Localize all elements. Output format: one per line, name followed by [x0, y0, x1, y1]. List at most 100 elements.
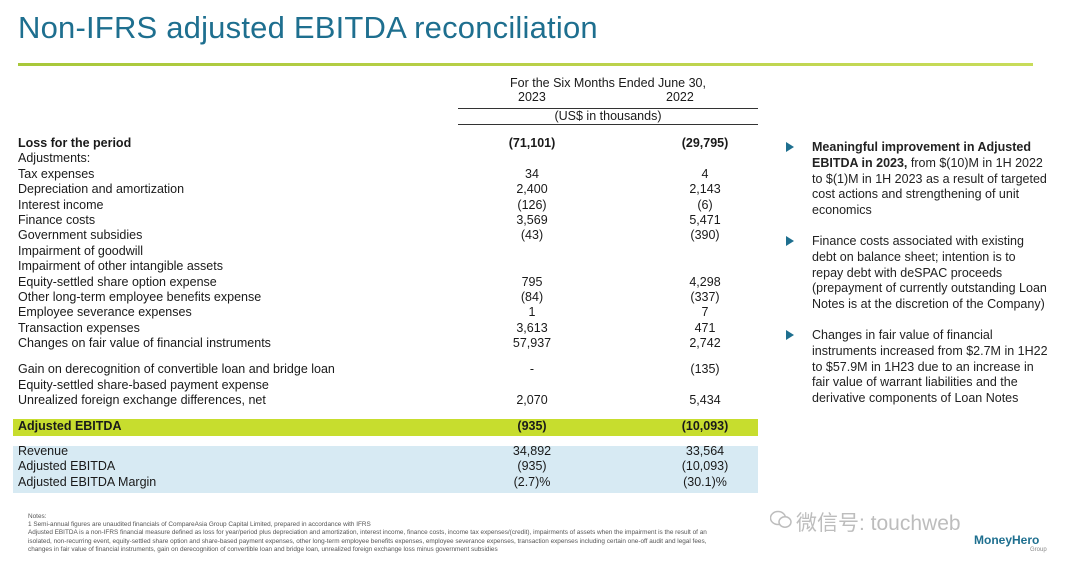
title-underline [18, 63, 1033, 66]
value-2023: - [529, 362, 535, 377]
value-2022: (337) [690, 289, 720, 304]
logo-name: MoneyHero [974, 533, 1040, 547]
value-2023: 34 [525, 166, 539, 181]
note-4: changes in fair value of financial instr… [28, 545, 498, 553]
value-2022: 7 [701, 305, 709, 320]
commentary-text: Finance costs associated with existing d… [812, 233, 1047, 312]
value-2022: 5,434 [689, 393, 721, 408]
table-row: Changes on fair value of financial instr… [18, 336, 758, 351]
arrow-icon [786, 142, 794, 152]
value-2023: 2,400 [516, 182, 548, 197]
period-label: For the Six Months Ended June 30, [510, 76, 706, 90]
value-2022: (10,093) [681, 459, 729, 474]
row-label: Transaction expenses [18, 320, 140, 335]
value-2022: 4,298 [689, 274, 721, 289]
table-row: Adjusted EBITDA (935) (10,093) [18, 459, 758, 474]
table-row: Finance costs 3,569 5,471 [18, 213, 758, 228]
units-label: (US$ in thousands) [458, 108, 758, 125]
row-label: Revenue [18, 444, 69, 459]
wechat-icon [770, 510, 792, 528]
commentary-text: from $(10)M in 1H 2022 to $(1)M in 1H 20… [812, 155, 1047, 218]
table-row: Interest income (126) (6) [18, 198, 758, 213]
table-row: Revenue 34,892 33,564 [18, 444, 758, 459]
row-label: Adjustments: [18, 151, 91, 166]
value-2022: (6) [697, 197, 713, 212]
value-2023: 795 [521, 274, 543, 289]
value-2023: 1 [528, 305, 536, 320]
value-2023: (43) [520, 228, 544, 243]
row-label: Equity-settled share-based payment expen… [18, 377, 269, 392]
value-2022: 4 [701, 166, 709, 181]
table-row: Equity-settled share-based payment expen… [18, 378, 758, 393]
table-row: Adjusted EBITDA (935) (10,093) [18, 419, 758, 434]
commentary-item: Meaningful improvement in Adjusted EBITD… [786, 140, 1048, 219]
table-row: Adjustments: [18, 151, 758, 166]
value-2023: (2.7)% [513, 474, 551, 489]
note-3: isolated, non-recurring event, equity-se… [28, 537, 707, 545]
row-label: Changes on fair value of financial instr… [18, 336, 271, 351]
row-label: Other long-term employee benefits expens… [18, 289, 262, 304]
value-2023: (126) [517, 197, 547, 212]
value-2023: 3,569 [516, 212, 548, 227]
value-2023: (84) [520, 289, 544, 304]
row-label: Depreciation and amortization [18, 182, 185, 197]
value-2022: 2,742 [689, 336, 721, 351]
row-label: Finance costs [18, 212, 96, 227]
table-row: Depreciation and amortization 2,400 2,143 [18, 182, 758, 197]
table-row: Adjusted EBITDA Margin (2.7)% (30.1)% [18, 475, 758, 490]
value-2023: (935) [517, 418, 547, 433]
footnotes: Notes: 1 Semi-annual figures are unaudit… [28, 513, 948, 554]
note-1: 1 Semi-annual figures are unaudited fina… [28, 521, 371, 529]
value-2023: (71,101) [508, 136, 556, 150]
value-2023: 3,613 [516, 320, 548, 335]
table-row: Gain on derecognition of convertible loa… [18, 362, 758, 377]
value-2022: 5,471 [689, 212, 721, 227]
row-label: Tax expenses [18, 166, 95, 181]
table-row: Loss for the period (71,101) (29,795) [18, 136, 758, 151]
row-label: Impairment of other intangible assets [18, 259, 223, 274]
table-row: Transaction expenses 3,613 471 [18, 321, 758, 336]
commentary-bold: Meaningful improvement in Adjusted EBITD… [812, 140, 1031, 170]
row-label: Loss for the period [18, 136, 132, 150]
row-label: Gain on derecognition of convertible loa… [18, 362, 335, 377]
column-header: For the Six Months Ended June 30, 2023 2… [458, 76, 758, 125]
page-title: Non-IFRS adjusted EBITDA reconciliation [18, 10, 598, 45]
year-2022: 2022 [666, 90, 694, 104]
commentary-text: Changes in fair value of financial instr… [812, 327, 1048, 406]
table-row: Impairment of goodwill [18, 244, 758, 259]
moneyhero-logo: MoneyHero Group [974, 533, 1047, 553]
year-2023: 2023 [518, 90, 546, 104]
adjusted-ebitda-highlight [13, 419, 758, 436]
row-label: Adjusted EBITDA [18, 459, 116, 474]
row-label: Government subsidies [18, 228, 143, 243]
table-row: Employee severance expenses 1 7 [18, 305, 758, 320]
row-label: Employee severance expenses [18, 305, 192, 320]
value-2022: 2,143 [689, 182, 721, 197]
note-2: Adjusted EBITDA is a non-IFRS financial … [28, 529, 707, 537]
notes-heading: Notes: [28, 513, 47, 520]
row-label: Equity-settled share option expense [18, 274, 217, 289]
table-row: Government subsidies (43) (390) [18, 228, 758, 243]
commentary-list: Meaningful improvement in Adjusted EBITD… [786, 140, 1048, 422]
table-row: Unrealized foreign exchange differences,… [18, 393, 758, 408]
row-label: Interest income [18, 197, 104, 212]
value-2022: 471 [694, 320, 716, 335]
table-row: Equity-settled share option expense 795 4,… [18, 275, 758, 290]
value-2023: 2,070 [516, 393, 548, 408]
value-2023: (935) [517, 459, 547, 474]
reconciliation-table: Loss for the period (71,101) (29,795) Adjus… [18, 136, 758, 490]
value-2023: 57,937 [512, 336, 552, 351]
row-label: Adjusted EBITDA [18, 418, 122, 433]
value-2022: (135) [690, 362, 720, 377]
table-row: Other long-term employee benefits expens… [18, 290, 758, 305]
commentary-item: Finance costs associated with existing d… [786, 234, 1048, 313]
year-labels: 2023 2022 [458, 90, 758, 106]
table-row: Tax expenses 34 4 [18, 167, 758, 182]
value-2022: 33,564 [685, 444, 725, 459]
arrow-icon [786, 329, 794, 340]
arrow-icon [786, 235, 794, 246]
row-label: Impairment of goodwill [18, 243, 144, 258]
value-2022: (29,795) [681, 136, 729, 150]
logo-sub: Group [1030, 547, 1047, 553]
value-2022: (390) [690, 228, 720, 243]
